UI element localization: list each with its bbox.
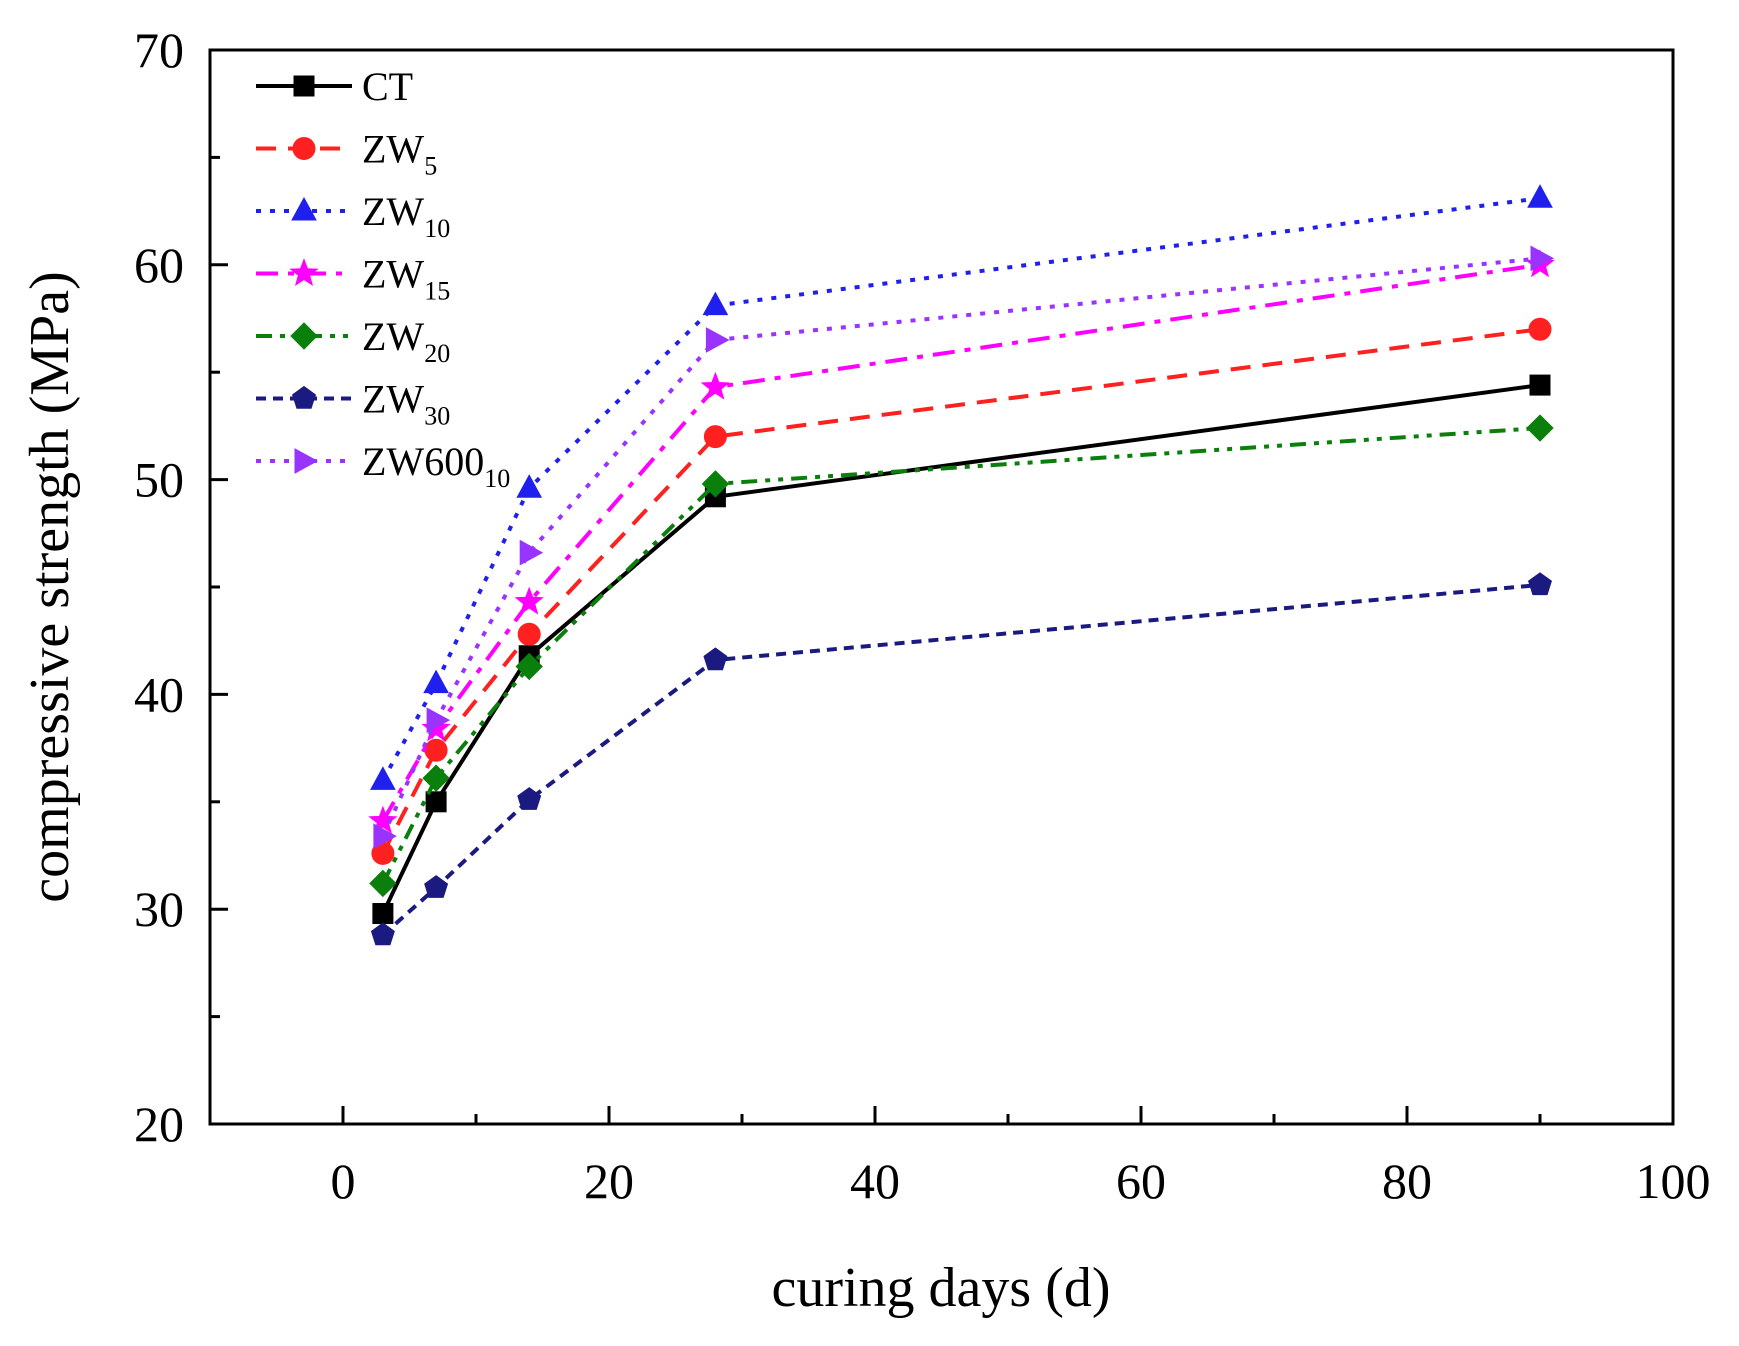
axis-ticks: 0 20 40 60 80 100 20 30 40 50 60 70 bbox=[134, 22, 1711, 1209]
series-line-zw60010 bbox=[381, 256, 1541, 838]
legend-marker bbox=[292, 385, 316, 409]
data-point bbox=[703, 647, 728, 671]
data-point bbox=[705, 327, 730, 353]
data-point bbox=[370, 766, 396, 790]
y-tick-label: 70 bbox=[134, 22, 184, 78]
legend-item-zw30: ZW30 bbox=[256, 377, 450, 431]
legend-label: ZW15 bbox=[362, 252, 450, 306]
data-point bbox=[373, 823, 397, 850]
y-tick-label: 40 bbox=[134, 666, 184, 722]
data-point bbox=[1527, 184, 1553, 208]
data-point bbox=[516, 474, 543, 498]
legend-item-zw5: ZW5 bbox=[256, 127, 437, 181]
data-point bbox=[701, 470, 730, 498]
legend-label: ZW60010 bbox=[362, 439, 510, 493]
data-point bbox=[517, 787, 542, 810]
legend-marker bbox=[291, 196, 317, 221]
data-point bbox=[514, 586, 544, 615]
y-tick-label: 30 bbox=[134, 881, 184, 937]
legend-label: ZW10 bbox=[362, 189, 450, 243]
data-point bbox=[368, 805, 398, 834]
data-point bbox=[703, 425, 727, 449]
data-point bbox=[1528, 317, 1552, 341]
legend-marker bbox=[290, 322, 318, 350]
legend-label: ZW5 bbox=[362, 127, 437, 181]
data-point bbox=[426, 707, 451, 734]
series-zw10 bbox=[370, 184, 1553, 790]
x-tick-label: 60 bbox=[1116, 1153, 1166, 1209]
legend-label: ZW20 bbox=[362, 314, 450, 368]
data-point bbox=[517, 622, 541, 646]
series-zw20 bbox=[369, 414, 1554, 898]
legend-item-zw20: ZW20 bbox=[256, 314, 450, 368]
x-tick-label: 100 bbox=[1636, 1153, 1711, 1209]
data-point bbox=[422, 764, 450, 792]
data-point bbox=[700, 371, 731, 400]
data-point bbox=[1526, 414, 1554, 442]
legend-item-zw60010: ZW60010 bbox=[256, 439, 510, 493]
legend-marker bbox=[292, 137, 316, 160]
legend-item-zw10: ZW10 bbox=[256, 189, 450, 243]
data-point bbox=[423, 669, 449, 694]
y-tick-label: 20 bbox=[134, 1096, 184, 1152]
x-tick-label: 20 bbox=[584, 1153, 634, 1209]
data-point bbox=[425, 791, 447, 813]
y-tick-label: 50 bbox=[134, 452, 184, 508]
data-point bbox=[515, 652, 543, 681]
x-axis-label: curing days (d) bbox=[771, 1257, 1110, 1319]
legend-label: ZW30 bbox=[362, 377, 450, 431]
data-point bbox=[1529, 374, 1551, 396]
legend-item-zw15: ZW15 bbox=[256, 252, 450, 306]
legend-marker bbox=[293, 75, 315, 97]
data-point bbox=[702, 291, 729, 316]
series-zw5 bbox=[371, 317, 1552, 865]
legend-item-ct: CT bbox=[256, 64, 413, 109]
data-point bbox=[519, 539, 544, 566]
legend: CT ZW5 ZW10 ZW15 ZW20 ZW30 ZW60010 bbox=[256, 64, 510, 493]
data-point bbox=[1530, 245, 1555, 272]
series-line-zw15 bbox=[381, 262, 1541, 823]
legend-marker bbox=[289, 258, 319, 286]
data-point bbox=[372, 902, 394, 924]
series-zw60010 bbox=[373, 245, 1555, 850]
x-tick-label: 0 bbox=[331, 1153, 356, 1209]
y-tick-label: 60 bbox=[134, 237, 184, 293]
x-tick-label: 40 bbox=[850, 1153, 900, 1209]
y-axis-label: compressive strength (MPa) bbox=[19, 271, 81, 902]
legend-label: CT bbox=[362, 64, 413, 109]
series-zw30 bbox=[370, 572, 1552, 946]
x-tick-label: 80 bbox=[1382, 1153, 1432, 1209]
data-point bbox=[370, 922, 395, 946]
data-series bbox=[368, 184, 1555, 946]
data-point bbox=[424, 875, 449, 898]
data-point bbox=[1528, 572, 1552, 596]
data-point bbox=[369, 869, 397, 898]
data-point bbox=[424, 738, 448, 762]
legend-marker bbox=[294, 448, 319, 474]
plot-area bbox=[208, 48, 1675, 1126]
